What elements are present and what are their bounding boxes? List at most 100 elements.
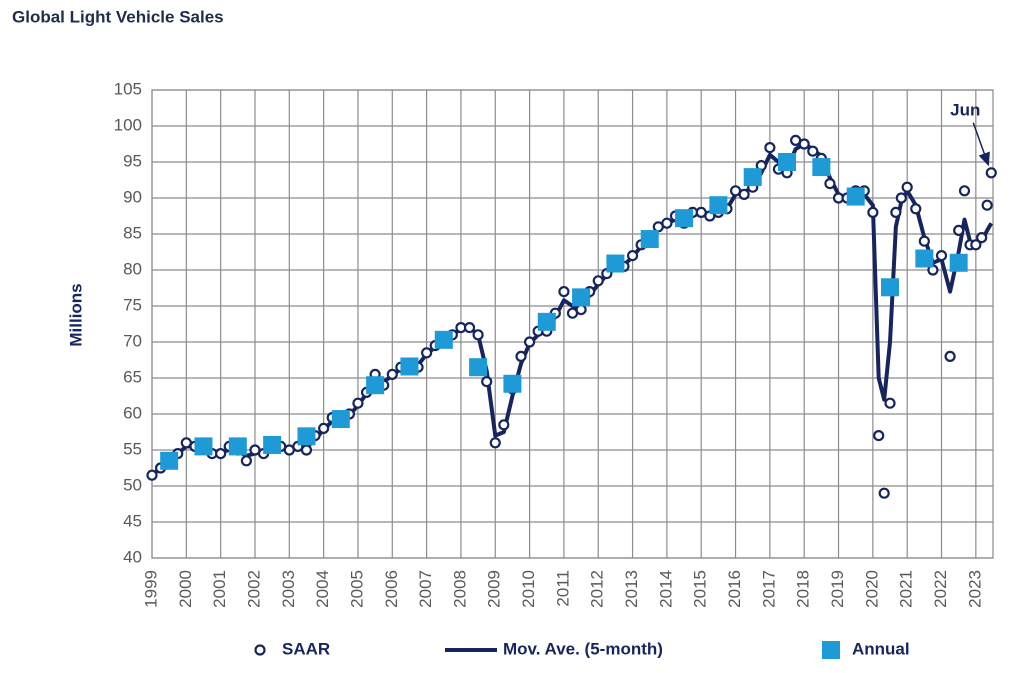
x-tick-label: 2013 — [622, 570, 641, 608]
annual-point — [778, 153, 797, 171]
y-tick-label: 100 — [114, 115, 142, 134]
y-tick-label: 85 — [123, 223, 142, 242]
saar-point — [981, 199, 993, 211]
annual-point — [709, 196, 728, 215]
annual-point — [640, 230, 659, 249]
y-tick-label: 95 — [123, 151, 142, 170]
plot-border — [151, 89, 994, 559]
saar-point — [575, 304, 587, 316]
annual-point — [915, 249, 934, 268]
annual-point — [263, 435, 282, 454]
annual-point — [297, 427, 316, 446]
annual-point — [228, 437, 247, 456]
saar-point — [352, 397, 364, 409]
annual-point — [675, 209, 694, 228]
y-tick-label: 40 — [123, 547, 142, 566]
saar-point — [472, 329, 484, 341]
x-tick-label: 2010 — [519, 570, 538, 608]
saar-point — [300, 444, 313, 456]
legend-label: SAAR — [282, 639, 330, 658]
y-tick-label: 90 — [123, 187, 142, 206]
annual-point — [743, 168, 762, 187]
legend-symbol — [254, 644, 266, 656]
annual-point — [949, 253, 968, 272]
saar-point — [884, 397, 896, 409]
annual-point — [160, 451, 179, 470]
saar-point — [958, 185, 971, 197]
x-tick-label: 2002 — [244, 570, 263, 608]
saar-point — [824, 178, 836, 190]
annotation: Jun — [950, 100, 980, 119]
saar-point — [970, 239, 982, 251]
saar-point — [976, 232, 988, 244]
saar-point — [764, 142, 776, 154]
grid: 40 45 50 55 60 65 70 75 80 85 90 95 100 105 1999 2000 20… — [114, 79, 994, 608]
y-tick-label: 70 — [123, 331, 142, 350]
x-tick-label: 2016 — [725, 570, 744, 608]
saar-point — [661, 217, 673, 229]
x-tick-label: 2019 — [828, 570, 847, 608]
annual-point — [503, 374, 522, 393]
plot: Jun — [146, 100, 997, 499]
legend-label: Mov. Ave. (5-month) — [503, 639, 663, 658]
x-tick-label: 2011 — [553, 570, 572, 607]
legend-label: Annual — [852, 639, 910, 658]
x-tick-label: 2007 — [416, 570, 435, 608]
x-tick-label: 2008 — [450, 570, 469, 608]
x-tick-label: 2003 — [279, 570, 298, 608]
annual-point — [572, 288, 591, 307]
x-tick-label: 2012 — [588, 570, 607, 608]
saar-point — [558, 286, 570, 298]
saar-point — [935, 250, 948, 262]
y-tick-label: 45 — [123, 511, 142, 530]
saar-point — [463, 322, 476, 334]
saar-point — [523, 336, 536, 348]
x-tick-label: 2009 — [485, 570, 504, 608]
x-tick-label: 2006 — [382, 570, 401, 608]
saar-point — [890, 206, 902, 218]
saar-point — [798, 138, 810, 150]
y-axis-label: Millions — [66, 283, 85, 346]
y-tick-label: 50 — [123, 475, 142, 494]
saar-point — [626, 250, 639, 262]
saar-point — [738, 188, 750, 200]
annual-point — [881, 278, 900, 297]
saar-point — [146, 469, 158, 481]
annual-point — [469, 358, 488, 377]
saar-point — [944, 350, 956, 362]
saar-point — [901, 181, 913, 193]
annual-point — [331, 410, 350, 429]
saar-point — [215, 448, 227, 460]
saar-point — [953, 224, 965, 236]
saar-point — [515, 350, 527, 362]
x-tick-label: 2004 — [313, 570, 332, 608]
saar-point — [421, 347, 433, 359]
annual-point — [434, 330, 453, 349]
y-tick-label: 60 — [123, 403, 142, 422]
saar-point — [318, 422, 330, 434]
x-tick-label: 1999 — [141, 570, 160, 608]
x-tick-label: 2001 — [210, 570, 229, 608]
x-tick-label: 2022 — [931, 570, 950, 608]
y-tick-label: 80 — [123, 259, 142, 278]
saar-point — [985, 167, 997, 179]
saar-point — [918, 235, 930, 247]
y-tick-label: 55 — [123, 439, 142, 458]
saar-point — [481, 376, 493, 388]
annual-point — [400, 357, 419, 376]
x-tick-label: 2020 — [862, 570, 881, 608]
chart-title: Global Light Vehicle Sales — [12, 7, 224, 26]
saar-point — [873, 430, 885, 442]
y-tick-label: 75 — [123, 295, 142, 314]
legend-symbol — [822, 641, 840, 659]
y-tick-label: 105 — [114, 79, 142, 98]
x-tick-label: 2005 — [347, 570, 366, 608]
annual-point — [812, 158, 831, 177]
saar-point — [592, 275, 604, 287]
saar-point — [498, 419, 510, 431]
annual-point — [846, 187, 865, 206]
saar-point — [895, 192, 907, 204]
saar-point — [386, 368, 398, 380]
x-tick-label: 2018 — [794, 570, 813, 608]
annual-point — [606, 254, 625, 273]
